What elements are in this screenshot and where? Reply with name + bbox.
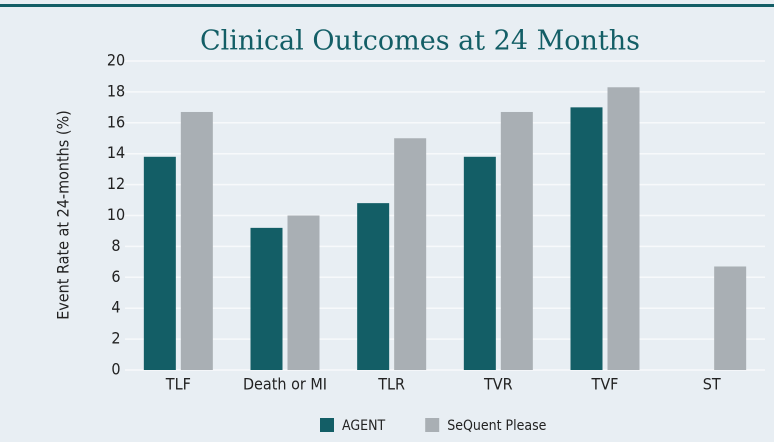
bar [607,87,640,370]
legend-label: SeQuent Please [447,418,546,434]
y-tick-label: 10 [107,205,125,224]
x-tick-label: Death or MI [243,375,327,394]
y-tick-label: 4 [111,298,120,317]
x-tick-label: ST [703,375,721,394]
x-tick-label: TVR [483,375,513,394]
legend-swatch [425,418,440,432]
bar [250,227,283,370]
y-tick-label: 8 [111,236,120,255]
bar [180,111,213,371]
legend-swatch [320,418,334,432]
x-tick-label: TLR [377,375,405,394]
y-tick-label: 6 [111,267,120,286]
bar [394,138,427,370]
bar [143,156,176,370]
bar [714,266,747,370]
y-tick-label: 16 [107,112,125,131]
y-tick-label: 0 [111,360,120,379]
y-tick-label: 20 [107,51,125,70]
y-tick-label: 2 [111,329,120,348]
bar [287,215,320,370]
bar [357,203,390,370]
y-tick-label: 12 [107,174,125,193]
legend-label: AGENT [342,418,386,434]
bar [463,156,496,370]
bar [570,107,603,370]
chart-title: Clinical Outcomes at 24 Months [200,26,640,57]
y-tick-label: 18 [107,81,125,100]
x-tick-label: TLF [165,375,191,394]
y-axis-label: Event Rate at 24-months (%) [54,110,73,320]
x-tick-label: TVF [591,375,619,394]
bar [500,111,533,371]
y-tick-label: 14 [107,143,125,162]
top-rule [0,4,774,7]
